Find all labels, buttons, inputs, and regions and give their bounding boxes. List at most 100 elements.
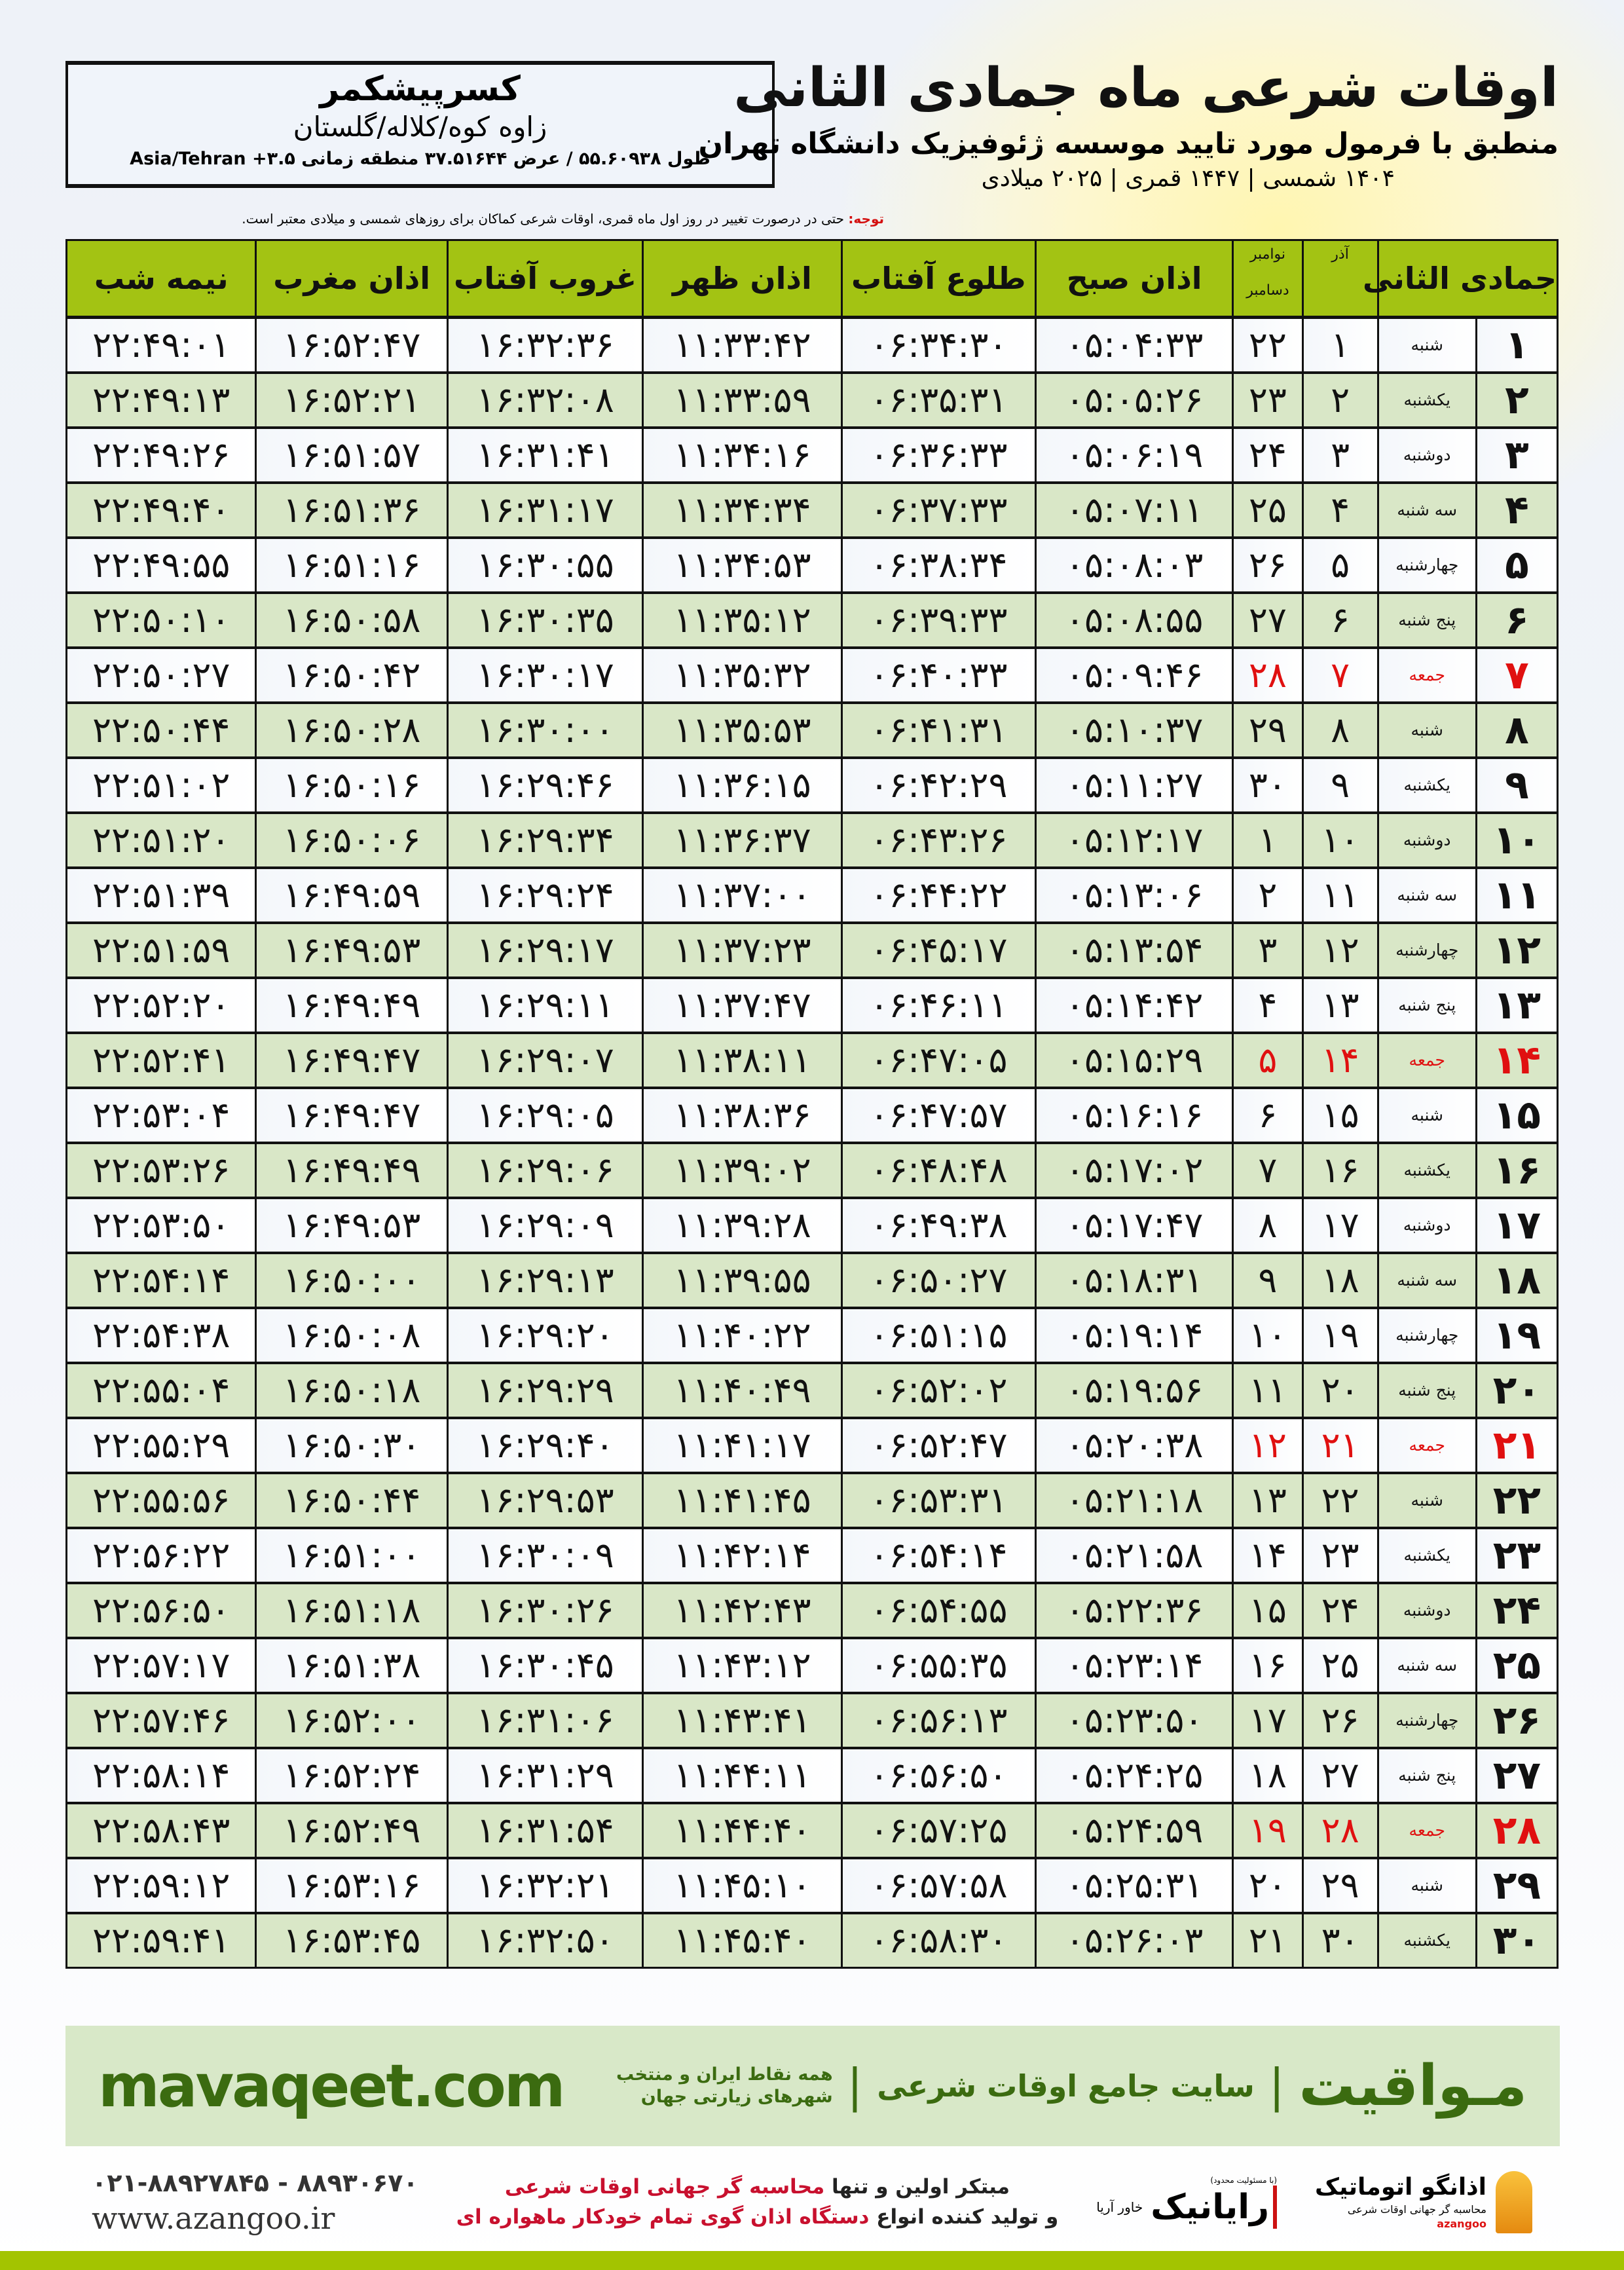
azar-day: ۱۱ [1301,866,1379,923]
fajr-time: ۰۵:۱۳:۰۶ [1034,866,1234,923]
maghrib-time: ۱۶:۴۹:۵۳ [255,1196,449,1254]
table-row: ۲۲ شنبه ۲۲ ۱۳ ۰۵:۲۱:۱۸ ۰۶:۵۳:۳۱ ۱۱:۴۱:۴۵ ۱۶:۲۹:… [65,1471,1559,1529]
sunrise-time: ۰۶:۵۸:۳۰ [840,1911,1037,1969]
rayanik-sub: خاور آریا [1096,2199,1143,2215]
sunrise-time: ۰۶:۵۶:۵۰ [840,1746,1037,1804]
table-row: ۱۳ پنج شنبه ۱۳ ۴ ۰۵:۱۴:۴۲ ۰۶:۴۶:۱۱ ۱۱:۳۷:۴۷ ۱۶:… [65,976,1559,1033]
midnight-time: ۲۲:۵۵:۰۴ [65,1361,257,1419]
fajr-time: ۰۵:۰۵:۲۶ [1034,371,1234,428]
table-row: ۱ شنبه ۱ ۲۲ ۰۵:۰۴:۳۳ ۰۶:۳۴:۳۰ ۱۱:۳۳:۴۲ ۱۶:۳۲:۳۶… [65,316,1559,373]
sunrise-time: ۰۶:۳۵:۳۱ [840,371,1037,428]
dhuhr-time: ۱۱:۳۶:۳۷ [642,811,843,868]
coordinates: طول ۵۵.۶۰۹۳۸ / عرض ۳۷.۵۱۶۴۴ منطقه زمانی … [130,149,710,169]
sunset-time: ۱۶:۲۹:۴۰ [446,1416,644,1474]
sunset-time: ۱۶:۳۱:۴۱ [446,426,644,483]
maghrib-time: ۱۶:۵۳:۴۵ [255,1911,449,1969]
midnight-time: ۲۲:۴۹:۰۱ [65,316,257,373]
gregorian-day: ۳۰ [1232,756,1304,813]
table-row: ۲۱ جمعه ۲۱ ۱۲ ۰۵:۲۰:۳۸ ۰۶:۵۲:۴۷ ۱۱:۴۱:۱۷ ۱۶:۲۹:… [65,1416,1559,1474]
midnight-time: ۲۲:۵۵:۵۶ [65,1471,257,1529]
dhuhr-time: ۱۱:۳۵:۱۲ [642,591,843,648]
fajr-time: ۰۵:۰۸:۵۵ [1034,591,1234,648]
dhuhr-time: ۱۱:۴۴:۴۰ [642,1801,843,1859]
hijri-day: ۱۷ [1475,1196,1559,1254]
maghrib-time: ۱۶:۵۱:۳۸ [255,1636,449,1694]
midnight-time: ۲۲:۵۷:۱۷ [65,1636,257,1694]
col-hijri: جمادی الثانی [1363,239,1559,319]
table-row: ۱۱ سه شنبه ۱۱ ۲ ۰۵:۱۳:۰۶ ۰۶:۴۴:۲۲ ۱۱:۳۷:۰۰ ۱۶:۲… [65,866,1559,923]
midnight-time: ۲۲:۵۲:۲۰ [65,976,257,1033]
dhuhr-time: ۱۱:۳۳:۵۹ [642,371,843,428]
footer: اذانگو اتوماتیک محاسبه گر جهانی اوقات شر… [92,2156,1532,2248]
banner-site: سایت جامع اوقات شرعی [877,2068,1255,2104]
rayanik-row: رایانیک خاور آریا [1096,2186,1278,2229]
sunrise-time: ۰۶:۴۶:۱۱ [840,976,1037,1033]
col-midnight: نیمه شب [65,239,257,319]
weekday: چهارشنبه [1376,1691,1477,1749]
gregorian-day: ۴ [1232,976,1304,1033]
sunset-time: ۱۶:۳۰:۵۵ [446,536,644,593]
gregorian-day: ۵ [1232,1031,1304,1088]
gregorian-day: ۱۱ [1232,1361,1304,1419]
sunset-time: ۱۶:۲۹:۴۶ [446,756,644,813]
dhuhr-time: ۱۱:۳۹:۲۸ [642,1196,843,1254]
gregorian-day: ۲۹ [1232,701,1304,758]
fajr-time: ۰۵:۲۰:۳۸ [1034,1416,1234,1474]
website-link[interactable]: www.azangoo.ir [92,2201,335,2236]
fajr-time: ۰۵:۲۲:۳۶ [1034,1581,1234,1639]
midnight-time: ۲۲:۵۰:۱۰ [65,591,257,648]
col-azar: آذر [1301,239,1379,319]
table-row: ۲۸ جمعه ۲۸ ۱۹ ۰۵:۲۴:۵۹ ۰۶:۵۷:۲۵ ۱۱:۴۴:۴۰ ۱۶:۳۱:… [65,1801,1559,1859]
rayanik-note: (با مسئولیت محدود) [1210,2176,1278,2185]
azar-day: ۲۰ [1301,1361,1379,1419]
azar-day: ۳۰ [1301,1911,1379,1969]
maghrib-time: ۱۶:۵۲:۲۴ [255,1746,449,1804]
maghrib-time: ۱۶:۴۹:۴۷ [255,1031,449,1088]
azar-day: ۶ [1301,591,1379,648]
sunrise-time: ۰۶:۵۳:۳۱ [840,1471,1037,1529]
azangoo-text: اذانگو اتوماتیک محاسبه گر جهانی اوقات شر… [1315,2172,1486,2231]
phone-numbers: ۰۲۱-۸۸۹۲۷۸۴۵ - ۸۸۹۳۰۶۷۰ [92,2168,418,2197]
table-row: ۲۴ دوشنبه ۲۴ ۱۵ ۰۵:۲۲:۳۶ ۰۶:۵۴:۵۵ ۱۱:۴۲:۴۳ ۱۶:۳… [65,1581,1559,1639]
sunrise-time: ۰۶:۵۱:۱۵ [840,1306,1037,1364]
dhuhr-time: ۱۱:۳۷:۰۰ [642,866,843,923]
sunrise-time: ۰۶:۵۲:۰۲ [840,1361,1037,1419]
maghrib-time: ۱۶:۵۰:۱۸ [255,1361,449,1419]
azangoo-logo: اذانگو اتوماتیک محاسبه گر جهانی اوقات شر… [1315,2170,1532,2233]
azar-day: ۹ [1301,756,1379,813]
weekday: سه شنبه [1376,866,1477,923]
midnight-time: ۲۲:۴۹:۴۰ [65,481,257,538]
fajr-time: ۰۵:۱۱:۲۷ [1034,756,1234,813]
sunrise-time: ۰۶:۵۲:۴۷ [840,1416,1037,1474]
azar-day: ۱۸ [1301,1251,1379,1309]
azar-day: ۲ [1301,371,1379,428]
banner-url[interactable]: mavaqeet.com [98,2051,566,2121]
col-sunset: غروب آفتاب [446,239,644,319]
fajr-time: ۰۵:۰۷:۱۱ [1034,481,1234,538]
hijri-day: ۲۸ [1475,1801,1559,1859]
table-row: ۲۵ سه شنبه ۲۵ ۱۶ ۰۵:۲۳:۱۴ ۰۶:۵۵:۳۵ ۱۱:۴۳:۱۲ ۱۶:… [65,1636,1559,1694]
table-row: ۱۴ جمعه ۱۴ ۵ ۰۵:۱۵:۲۹ ۰۶:۴۷:۰۵ ۱۱:۳۸:۱۱ ۱۶:۲۹:۰… [65,1031,1559,1088]
col-dhuhr: اذان ظهر [642,239,843,319]
page-header: اوقات شرعی ماه جمادی الثانی منطبق با فرم… [699,52,1559,194]
maghrib-time: ۱۶:۵۱:۵۷ [255,426,449,483]
gregorian-day: ۲۸ [1232,646,1304,703]
fajr-time: ۰۵:۱۹:۱۴ [1034,1306,1234,1364]
mavaqeet-banner: مـواقیت | سایت جامع اوقات شرعی | همه نقا… [65,2026,1560,2146]
midnight-time: ۲۲:۴۹:۲۶ [65,426,257,483]
gregorian-day: ۱۷ [1232,1691,1304,1749]
table-row: ۱۹ چهارشنبه ۱۹ ۱۰ ۰۵:۱۹:۱۴ ۰۶:۵۱:۱۵ ۱۱:۴۰:۲۲ ۱۶… [65,1306,1559,1364]
sunrise-time: ۰۶:۴۵:۱۷ [840,921,1037,978]
sunrise-time: ۰۶:۳۶:۳۳ [840,426,1037,483]
maghrib-time: ۱۶:۵۰:۴۴ [255,1471,449,1529]
sunrise-time: ۰۶:۵۵:۳۵ [840,1636,1037,1694]
fajr-time: ۰۵:۲۱:۱۸ [1034,1471,1234,1529]
weekday: دوشنبه [1376,1581,1477,1639]
weekday: سه شنبه [1376,1251,1477,1309]
sunset-time: ۱۶:۳۰:۰۰ [446,701,644,758]
hijri-day: ۱۱ [1475,866,1559,923]
midnight-time: ۲۲:۵۱:۵۹ [65,921,257,978]
sunset-time: ۱۶:۳۰:۱۷ [446,646,644,703]
sunset-time: ۱۶:۲۹:۲۹ [446,1361,644,1419]
sunset-time: ۱۶:۳۲:۲۱ [446,1856,644,1914]
